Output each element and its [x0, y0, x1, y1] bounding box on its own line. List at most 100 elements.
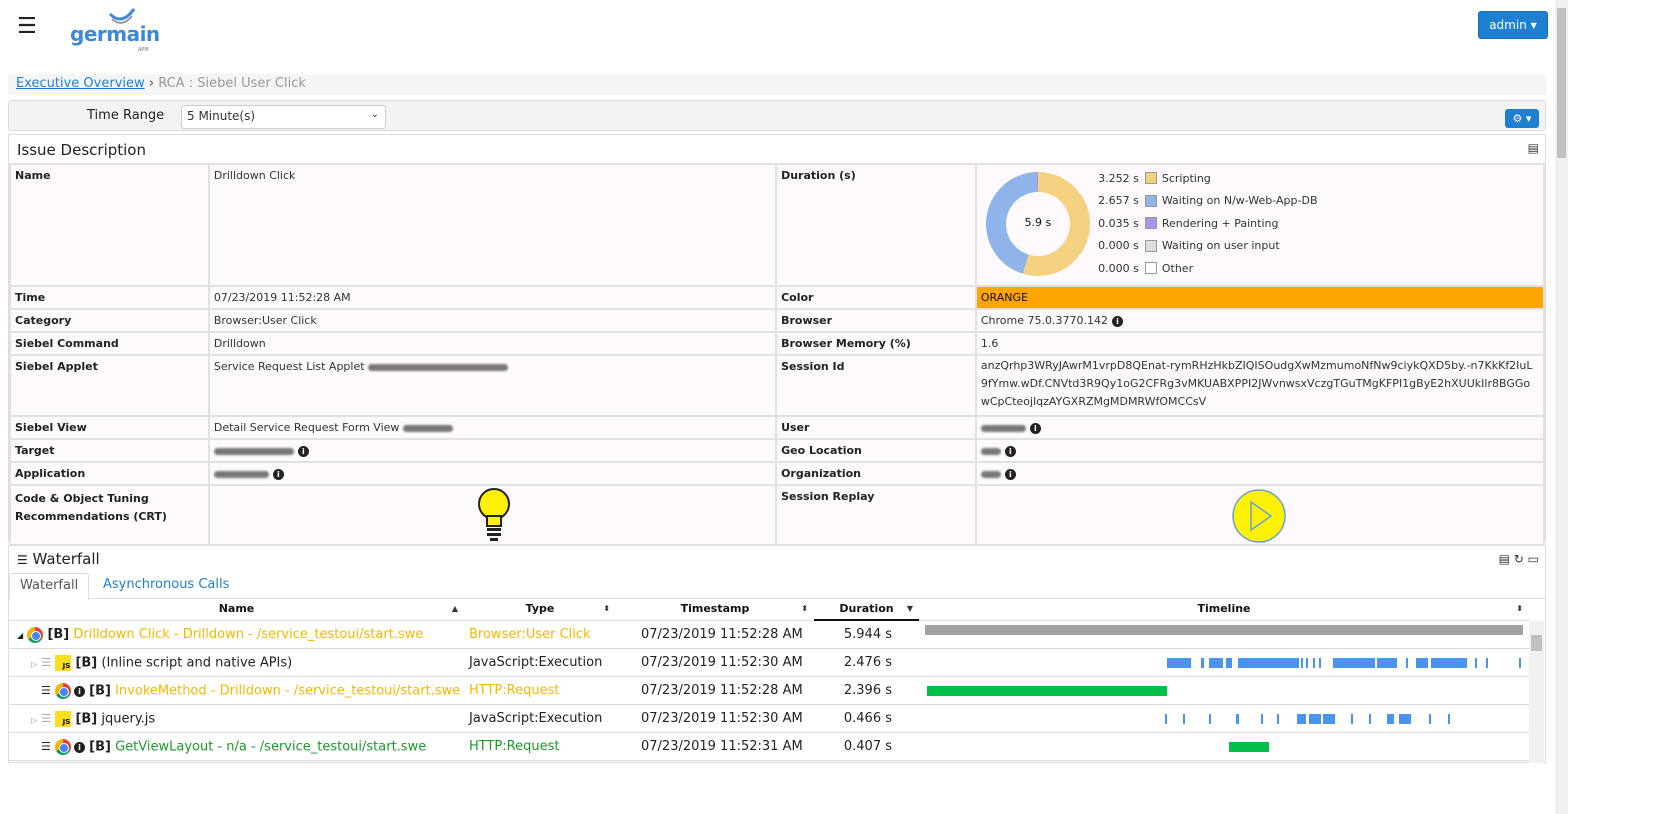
panel-title: Issue Description	[17, 141, 146, 159]
donut-slice-0[interactable]	[1022, 172, 1090, 276]
timeline-bar[interactable]	[1313, 658, 1316, 668]
timeline-bar[interactable]	[1277, 714, 1280, 724]
timeline-bar[interactable]	[1368, 714, 1371, 724]
time-range-select[interactable]: 5 Minute(s) ⌄	[181, 105, 386, 129]
timeline-bar[interactable]	[1415, 658, 1429, 668]
timeline-bar[interactable]	[1350, 714, 1353, 724]
column-header-timeline[interactable]: Timeline ⬍	[919, 599, 1529, 621]
timeline-bar[interactable]	[1235, 714, 1239, 724]
germain-logo[interactable]: germain APM	[70, 8, 160, 53]
waterfall-row[interactable]: ◢ [B] Drilldown Click - Drilldown - /ser…	[9, 621, 1529, 649]
waterfall-row[interactable]: ☰ i [B] InvokeMethod - Drilldown - /serv…	[9, 677, 1529, 705]
sort-icon[interactable]: ▲	[451, 604, 458, 613]
lightbulb-icon[interactable]	[475, 486, 513, 544]
export-icon[interactable]: ▤	[1527, 141, 1539, 155]
name-cell: ◢ [B] Drilldown Click - Drilldown - /ser…	[9, 621, 464, 649]
timeline-bar[interactable]	[1228, 742, 1270, 752]
source-tag: [B]	[47, 627, 70, 642]
redacted-text	[980, 424, 1026, 432]
column-timestamp-label: Timestamp	[680, 602, 750, 615]
redacted-text	[980, 470, 1001, 478]
timeline-bar[interactable]	[1208, 658, 1223, 668]
expand-icon[interactable]: ▷	[31, 715, 38, 725]
export-icon[interactable]: ▤	[1498, 552, 1510, 566]
row-name[interactable]: Drilldown Click - Drilldown - /service_t…	[73, 627, 424, 642]
collapse-icon[interactable]: ◢	[17, 631, 24, 640]
waterfall-row[interactable]: ▷ ☰ JS [B] jquery.js JavaScript:Executio…	[9, 705, 1529, 733]
timeline-bar[interactable]	[1309, 714, 1322, 724]
waterfall-row[interactable]: ☰ i [B] GetViewLayout - n/a - /service_t…	[9, 733, 1529, 761]
column-header-duration[interactable]: Duration ▼	[814, 599, 919, 621]
grid-scrollbar[interactable]	[1529, 621, 1544, 763]
timeline-bar[interactable]	[1306, 658, 1309, 668]
info-icon[interactable]: i	[74, 741, 86, 753]
sort-icon[interactable]: ⬍	[603, 604, 610, 613]
timeline-bar[interactable]	[1333, 658, 1375, 668]
redacted-text	[213, 447, 294, 455]
timeline-bar[interactable]	[1486, 658, 1489, 668]
timeline-bar[interactable]	[1200, 658, 1204, 668]
timeline-bar[interactable]	[1225, 658, 1232, 668]
info-icon[interactable]: i	[74, 685, 86, 697]
crt-cell	[207, 484, 778, 546]
timeline-bar[interactable]	[1237, 658, 1300, 668]
type-cell: HTTP:Request	[469, 739, 560, 754]
column-header-type[interactable]: Type ⬍	[464, 599, 616, 621]
breadcrumb-executive-overview-link[interactable]: Executive Overview	[16, 76, 145, 91]
timeline-bar[interactable]	[1182, 714, 1185, 724]
hamburger-menu-icon[interactable]: ☰	[17, 14, 37, 39]
maximize-icon[interactable]: ▭	[1527, 552, 1539, 566]
timeline-bar[interactable]	[1398, 714, 1411, 724]
timeline-bar[interactable]	[1429, 714, 1432, 724]
timeline-bar[interactable]	[1376, 658, 1397, 668]
page-scrollbar-thumb[interactable]	[1557, 8, 1566, 158]
info-icon[interactable]: i	[1111, 315, 1123, 327]
column-header-name[interactable]: Name ▲	[9, 599, 464, 621]
row-name[interactable]: (Inline script and native APIs)	[101, 655, 293, 671]
sort-desc-icon[interactable]: ▼	[906, 604, 913, 613]
timeline-bar[interactable]	[1167, 658, 1191, 668]
timeline-bar[interactable]	[1323, 714, 1336, 724]
sort-icon[interactable]: ⬍	[801, 604, 808, 613]
timeline-bar[interactable]	[1297, 714, 1307, 724]
row-name[interactable]: jquery.js	[101, 711, 156, 727]
timeline-bar[interactable]	[1386, 714, 1394, 724]
timeline-bar[interactable]	[1165, 714, 1168, 724]
timeline-bar[interactable]	[927, 686, 1168, 696]
column-header-timestamp[interactable]: Timestamp ⬍	[616, 599, 814, 621]
timeline-bar[interactable]	[1301, 658, 1304, 668]
admin-menu-button[interactable]: admin ▼	[1478, 11, 1548, 39]
settings-button[interactable]: ⚙ ▾	[1505, 109, 1539, 128]
list-icon[interactable]: ☰	[41, 684, 51, 697]
donut-slice-2[interactable]	[1035, 172, 1038, 193]
list-icon[interactable]: ☰	[41, 740, 51, 753]
donut-slice-1[interactable]	[985, 172, 1037, 274]
timeline-bar[interactable]	[1405, 658, 1408, 668]
timeline-bar[interactable]	[925, 625, 1523, 635]
info-icon[interactable]: i	[1004, 445, 1016, 457]
timeline-bar[interactable]	[1208, 714, 1211, 724]
info-icon[interactable]: i	[297, 445, 309, 457]
row-name[interactable]: GetViewLayout - n/a - /service_testoui/s…	[115, 739, 427, 755]
row-name[interactable]: InvokeMethod - Drilldown - /service_test…	[115, 683, 461, 699]
browser-memory-label: Browser Memory (%)	[775, 331, 977, 356]
page-scrollbar[interactable]	[1555, 0, 1568, 814]
tab-asynchronous-calls[interactable]: Asynchronous Calls	[103, 577, 230, 592]
tab-waterfall[interactable]: Waterfall	[9, 573, 90, 600]
time-range-value: 5 Minute(s)	[187, 109, 256, 123]
chevron-down-icon: ⌄	[370, 109, 379, 120]
info-icon[interactable]: i	[1004, 468, 1016, 480]
waterfall-row[interactable]: ▷ ☰ JS [B] (Inline script and native API…	[9, 649, 1529, 677]
timeline-bar[interactable]	[1475, 658, 1478, 668]
sort-icon[interactable]: ⬍	[1516, 604, 1523, 613]
timeline-bar[interactable]	[1319, 658, 1322, 668]
timeline-bar[interactable]	[1431, 658, 1468, 668]
expand-icon[interactable]: ▷	[31, 659, 38, 669]
play-icon[interactable]	[1231, 488, 1287, 544]
info-icon[interactable]: i	[272, 468, 284, 480]
timeline-bar[interactable]	[1448, 714, 1451, 724]
timeline-bar[interactable]	[1518, 658, 1521, 668]
info-icon[interactable]: i	[1029, 422, 1041, 434]
refresh-icon[interactable]: ↻	[1513, 552, 1524, 566]
timeline-bar[interactable]	[1261, 714, 1264, 724]
